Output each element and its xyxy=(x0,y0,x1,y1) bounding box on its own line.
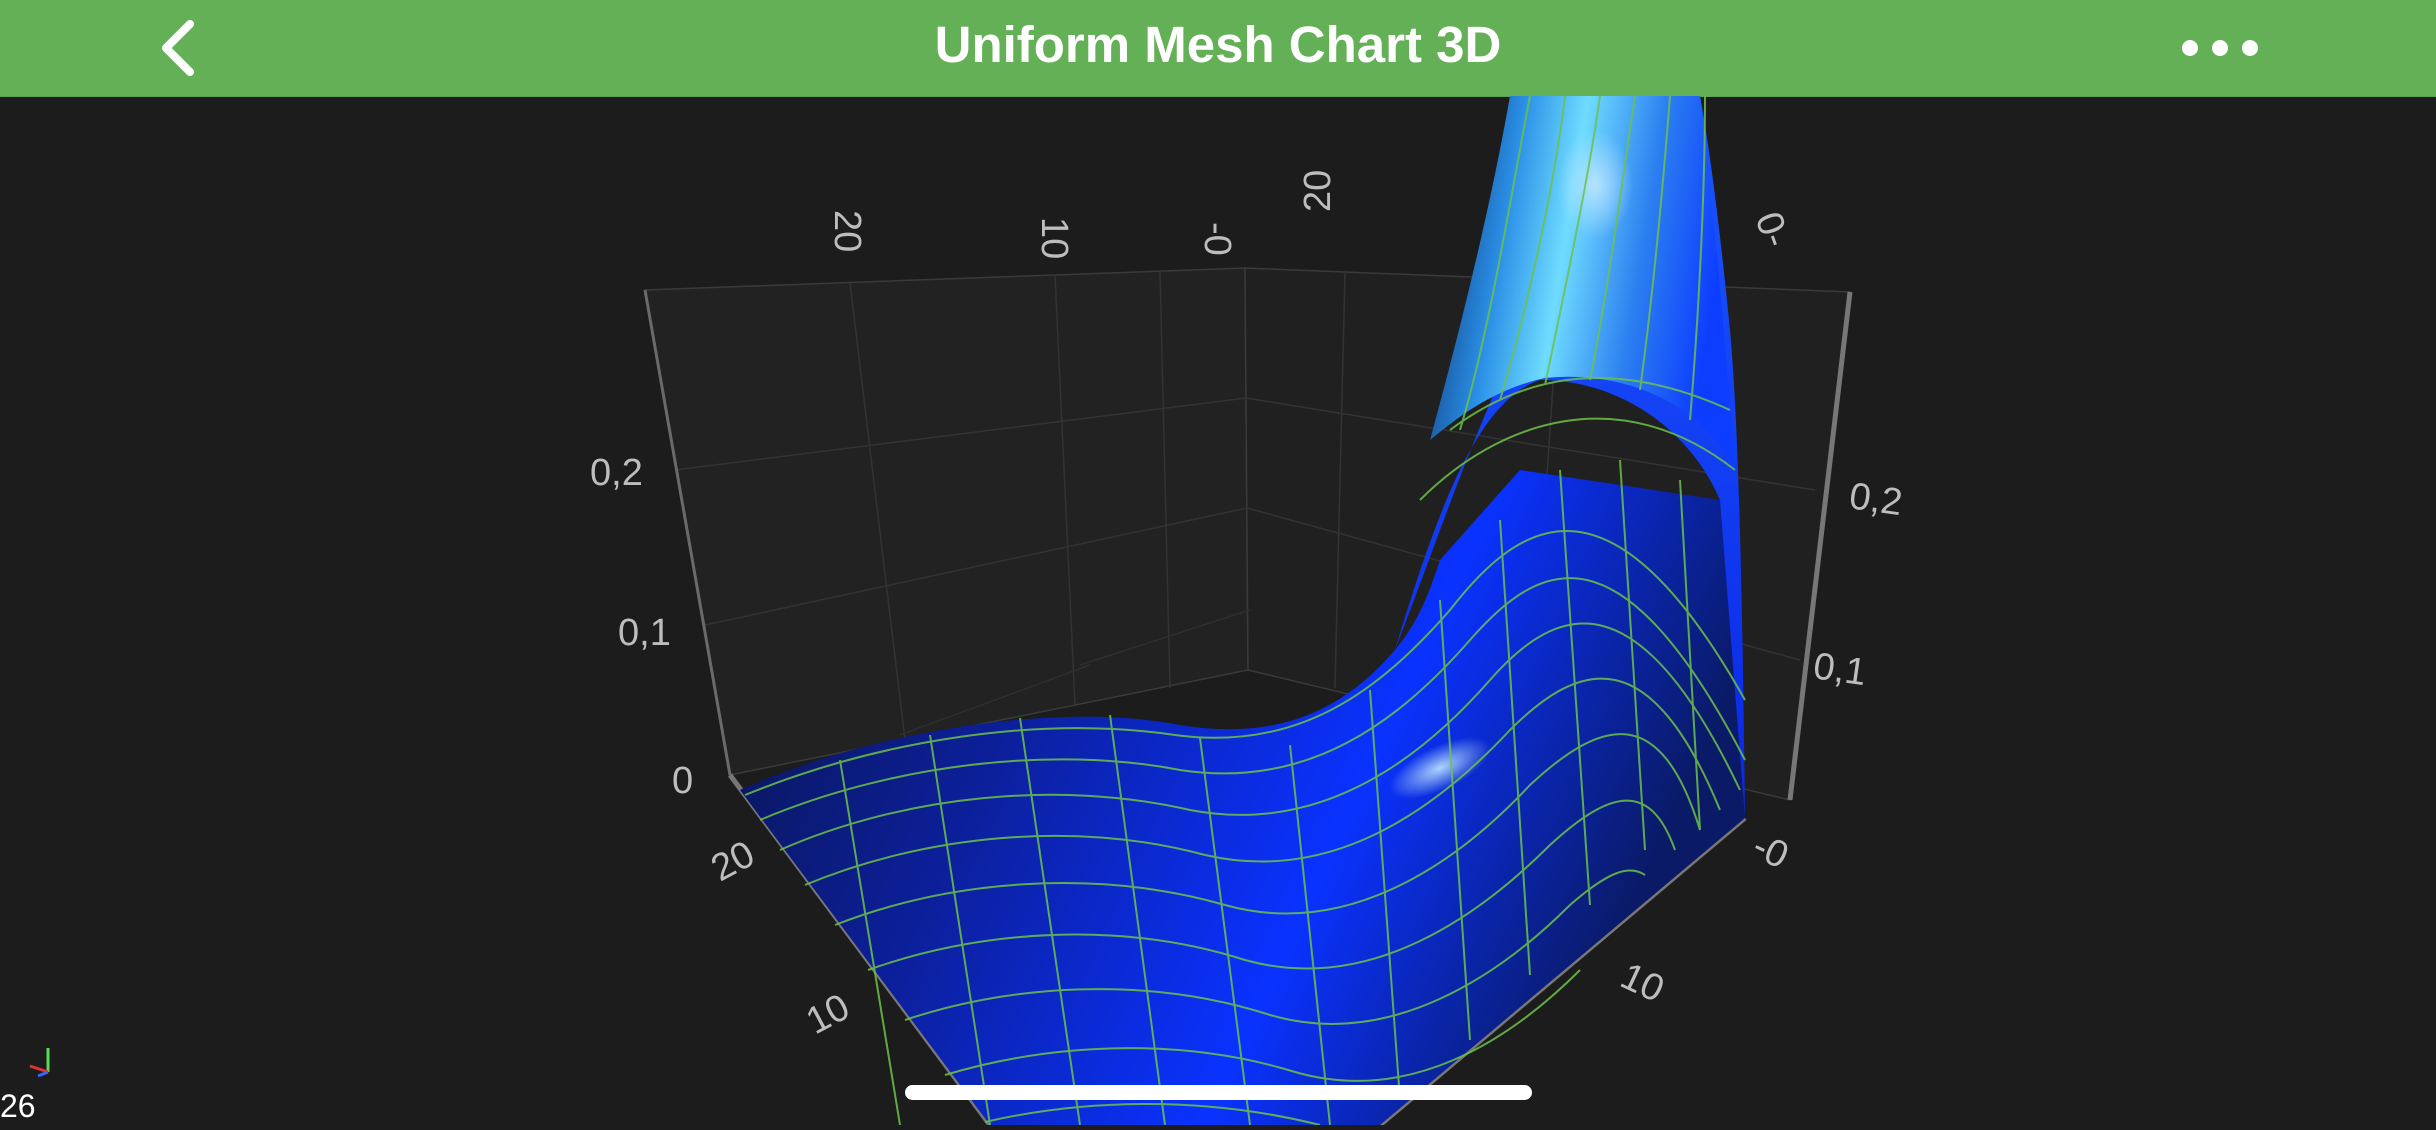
tick-label: -0 xyxy=(1746,825,1794,877)
back-button[interactable] xyxy=(140,10,216,86)
tick-label: 10 xyxy=(1614,955,1670,1011)
navigation-bar: Uniform Mesh Chart 3D xyxy=(0,0,2436,97)
tick-label: 0,1 xyxy=(618,612,671,654)
fps-counter: 26 xyxy=(0,1088,36,1124)
tick-label: -0 xyxy=(1196,222,1238,256)
more-options-button[interactable] xyxy=(2160,18,2280,78)
tick-label: 0,1 xyxy=(1811,645,1869,694)
tick-label: 10 xyxy=(1033,217,1075,259)
tick-label: 10 xyxy=(800,986,857,1043)
tick-label: 0- xyxy=(1747,207,1798,253)
axis-orientation-gizmo xyxy=(29,1048,50,1078)
tick-label: 0 xyxy=(672,760,693,802)
home-indicator[interactable] xyxy=(905,1085,1532,1100)
tick-label: 20 xyxy=(1297,170,1339,212)
chevron-left-icon xyxy=(162,20,194,76)
tick-label: 0,2 xyxy=(590,452,643,494)
mesh-surface xyxy=(740,95,1746,1126)
page-title: Uniform Mesh Chart 3D xyxy=(934,16,1502,73)
surface-chart-3d[interactable]: 20 10 -0 20 0- 0,2 0,1 0 0,2 0,1 20 10 -… xyxy=(0,95,2436,1127)
tick-label: 20 xyxy=(826,210,868,252)
chart-canvas[interactable]: 20 10 -0 20 0- 0,2 0,1 0 0,2 0,1 20 10 -… xyxy=(0,95,2436,1127)
tick-label: 0,2 xyxy=(1847,475,1905,524)
ellipsis-icon xyxy=(2182,40,2258,56)
tick-label: 20 xyxy=(705,833,762,890)
